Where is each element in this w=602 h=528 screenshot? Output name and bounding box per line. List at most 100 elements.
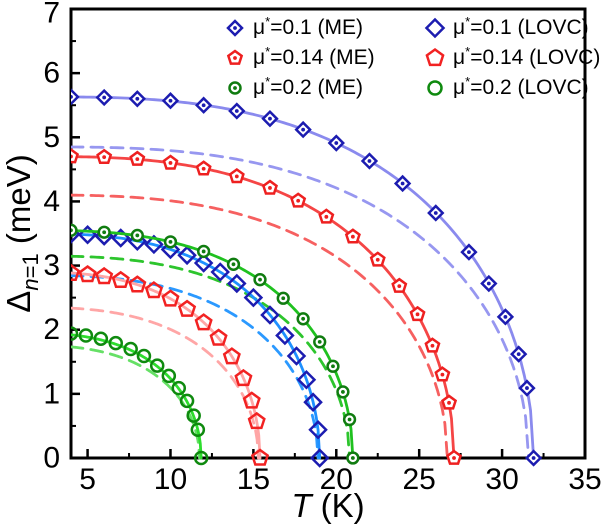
circle-marker <box>190 422 206 438</box>
x-axis-title: T (K) <box>291 487 364 524</box>
marker-center-dot <box>71 94 73 99</box>
diamond-marker <box>71 88 80 106</box>
circle-marker <box>71 223 78 237</box>
pentagon-marker <box>250 448 270 466</box>
curve-line-mu014-me-dashed <box>71 193 449 460</box>
marker-center-dot <box>102 230 107 235</box>
marker-center-dot <box>317 340 322 344</box>
series-mu014-lovc <box>71 263 270 466</box>
series-mu02-lovc <box>71 326 209 466</box>
marker-center-dot <box>440 372 445 377</box>
circle-marker <box>149 358 165 373</box>
marker-center-dot <box>234 109 239 113</box>
pentagon-marker <box>71 148 80 164</box>
series-mu01-me-dashed <box>71 145 531 460</box>
curves <box>71 88 543 468</box>
circle-marker <box>179 393 195 409</box>
marker-center-dot <box>71 228 73 233</box>
diamond-marker <box>286 346 307 366</box>
plot-frame <box>69 7 587 460</box>
pentagon-marker <box>222 347 241 365</box>
diamond-marker <box>193 253 214 273</box>
diamond-marker <box>210 262 230 282</box>
series-mu02-lovc-dashed <box>71 345 201 460</box>
series-mu01-lovc <box>71 224 330 468</box>
y-tick-label: 3 <box>43 249 60 282</box>
x-tick-label: 15 <box>237 463 270 496</box>
pentagon-marker <box>177 299 197 317</box>
circle-marker <box>161 368 177 384</box>
marker-center-dot <box>367 159 372 163</box>
diamond-marker <box>308 420 328 440</box>
marker-center-dot <box>503 314 508 319</box>
series-mu014-lovc-dashed <box>71 306 260 460</box>
curve-line-mu02-lovc-dashed <box>71 345 201 460</box>
marker-center-dot <box>168 98 173 103</box>
marker-center-dot <box>430 343 435 348</box>
curve-line-mu01-me <box>71 95 535 460</box>
pentagon-marker <box>128 275 147 293</box>
diamond-marker <box>243 287 264 308</box>
marker-center-dot <box>347 417 352 422</box>
pentagon-marker <box>78 265 97 283</box>
marker-center-dot <box>486 281 491 286</box>
marker-center-dot <box>71 154 73 159</box>
marker-center-dot <box>168 239 173 244</box>
diamond-marker <box>309 448 330 468</box>
series-mu02-me-dashed <box>71 254 351 460</box>
axes <box>69 7 587 460</box>
y-tick-label: 5 <box>43 121 60 154</box>
diamond-marker <box>296 369 317 390</box>
y-tick-label: 1 <box>43 377 60 410</box>
curve-line-mu014-lovc-dashed <box>71 306 260 460</box>
diamond-marker <box>227 273 247 294</box>
circle-marker <box>186 408 201 423</box>
marker-center-dot <box>296 198 301 203</box>
x-tick-label: 5 <box>79 463 96 496</box>
marker-center-dot <box>397 284 402 288</box>
marker-center-dot <box>331 364 335 369</box>
marker-center-dot <box>341 390 345 394</box>
marker-center-dot <box>452 456 456 460</box>
marker-center-dot <box>102 155 107 160</box>
marker-center-dot <box>135 157 140 161</box>
marker-center-dot <box>102 95 107 100</box>
circle-marker <box>108 335 124 351</box>
marker-center-dot <box>350 456 355 460</box>
circle-marker <box>71 326 79 341</box>
x-tick-label: 20 <box>320 463 353 496</box>
pentagon-marker <box>234 368 253 387</box>
y-tick-label: 6 <box>43 57 60 90</box>
y-tick-label: 0 <box>43 442 60 475</box>
marker-center-dot <box>525 386 529 390</box>
marker-center-dot <box>268 116 272 121</box>
marker-center-dot <box>301 127 306 132</box>
marker-center-dot <box>231 262 236 267</box>
marker-center-dot <box>201 249 206 254</box>
marker-center-dot <box>531 456 536 460</box>
x-tick-label: 35 <box>568 463 601 496</box>
diamond-marker <box>77 225 98 245</box>
diamond-marker <box>303 392 323 412</box>
series-mu014-me <box>71 148 463 465</box>
marker-center-dot <box>301 316 306 321</box>
marker-center-dot <box>201 166 206 171</box>
pentagon-marker <box>242 391 261 409</box>
x-tick-label: 25 <box>403 463 436 496</box>
marker-center-dot <box>281 296 286 301</box>
marker-center-dot <box>350 234 355 239</box>
circle-marker <box>78 328 94 343</box>
pentagon-marker <box>111 270 130 289</box>
y-axis-title: Δn=1 (meV) <box>0 154 43 312</box>
marker-center-dot <box>201 103 206 108</box>
y-tick-label: 7 <box>43 0 60 30</box>
diamond-marker <box>177 245 197 266</box>
marker-center-dot <box>135 96 140 101</box>
circle-marker <box>171 380 187 396</box>
marker-center-dot <box>400 181 405 186</box>
circle-marker <box>123 341 138 357</box>
marker-center-dot <box>324 214 329 219</box>
